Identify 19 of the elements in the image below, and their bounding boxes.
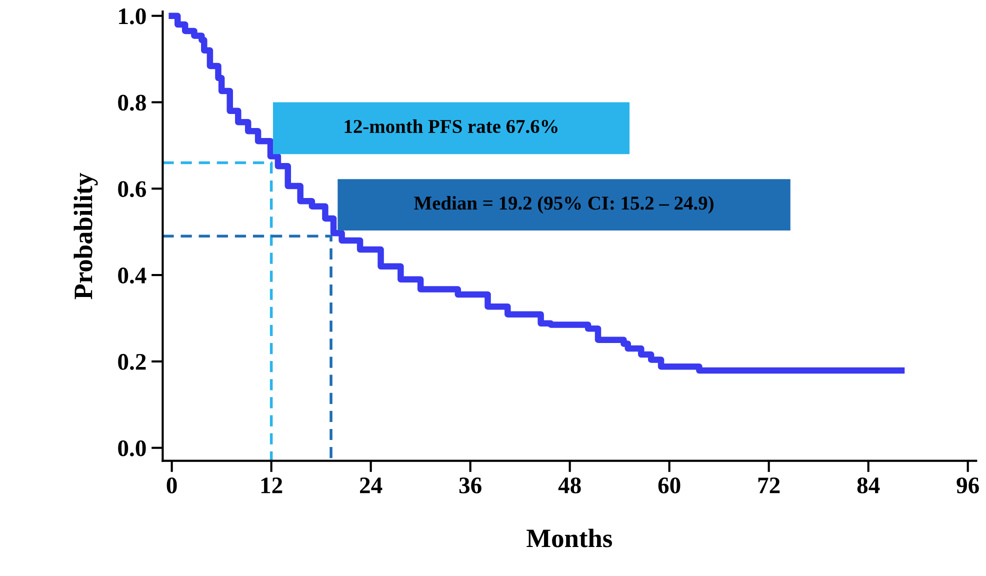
y-tick-label: 0.0 [118,440,146,456]
x-tick-label: 96 [956,478,979,494]
y-tick-label: 0.2 [118,354,146,370]
y-tick-label: 0.6 [118,181,146,198]
x-tick-label: 72 [758,478,780,494]
x-tick-label: 36 [459,478,482,494]
x-tick-label: 0 [166,477,177,494]
annotation: 12-month PFS rate 67.6% [344,119,558,134]
annotation: Median = 19.2 (95% CI: 15.2 – 24.9) [414,196,714,214]
x-axis-title: Months [526,528,612,548]
x-tick-label: 24 [360,478,382,494]
y-tick-label: 0.8 [118,94,146,111]
x-tick-label: 84 [857,477,880,494]
x-tick-label: 60 [658,477,680,494]
x-tick-label: 12 [261,478,282,494]
y-tick-label: 1.0 [119,8,146,24]
y-axis-title: Probability [74,172,98,300]
x-tick-label: 48 [558,477,581,494]
y-tick-label: 0.4 [118,268,146,284]
